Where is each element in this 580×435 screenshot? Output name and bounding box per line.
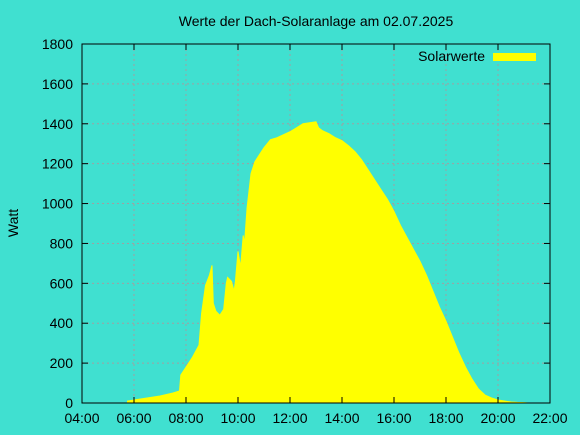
x-tick-label: 08:00 <box>168 410 203 426</box>
y-tick-label: 400 <box>50 315 74 331</box>
x-tick-label: 12:00 <box>272 410 307 426</box>
x-tick-label: 16:00 <box>376 410 411 426</box>
y-tick-label: 800 <box>50 235 74 251</box>
axis-ticks: 0 200 400 600 800 1000 1200 1400 1600 1800 04:00 06… <box>42 36 568 426</box>
x-tick-label: 14:00 <box>324 410 359 426</box>
y-tick-label: 1200 <box>42 156 73 172</box>
plot-frame <box>81 43 551 404</box>
series-area-solarwerte <box>127 121 528 404</box>
y-tick-label: 0 <box>65 395 73 411</box>
x-tick-label: 20:00 <box>480 410 515 426</box>
x-tick-label: 22:00 <box>532 410 567 426</box>
plot-area <box>127 121 528 404</box>
x-tick-label: 06:00 <box>116 410 151 426</box>
x-tick-label: 18:00 <box>428 410 463 426</box>
legend-label-solarwerte: Solarwerte <box>418 48 485 64</box>
x-tick-label: 04:00 <box>64 410 99 426</box>
y-tick-label: 1600 <box>42 76 73 92</box>
y-tick-label: 200 <box>50 355 74 371</box>
y-tick-label: 1000 <box>42 196 73 212</box>
legend: Solarwerte <box>418 48 536 64</box>
chart-title: Werte der Dach-Solaranlage am 02.07.2025 <box>179 13 454 29</box>
x-tick-label: 10:00 <box>220 410 255 426</box>
y-tick-label: 600 <box>50 275 74 291</box>
grid <box>82 44 550 403</box>
y-axis-label: Watt <box>5 209 21 237</box>
y-tick-label: 1400 <box>42 116 73 132</box>
legend-swatch-solarwerte <box>493 53 536 61</box>
y-tick-label: 1800 <box>42 36 73 52</box>
